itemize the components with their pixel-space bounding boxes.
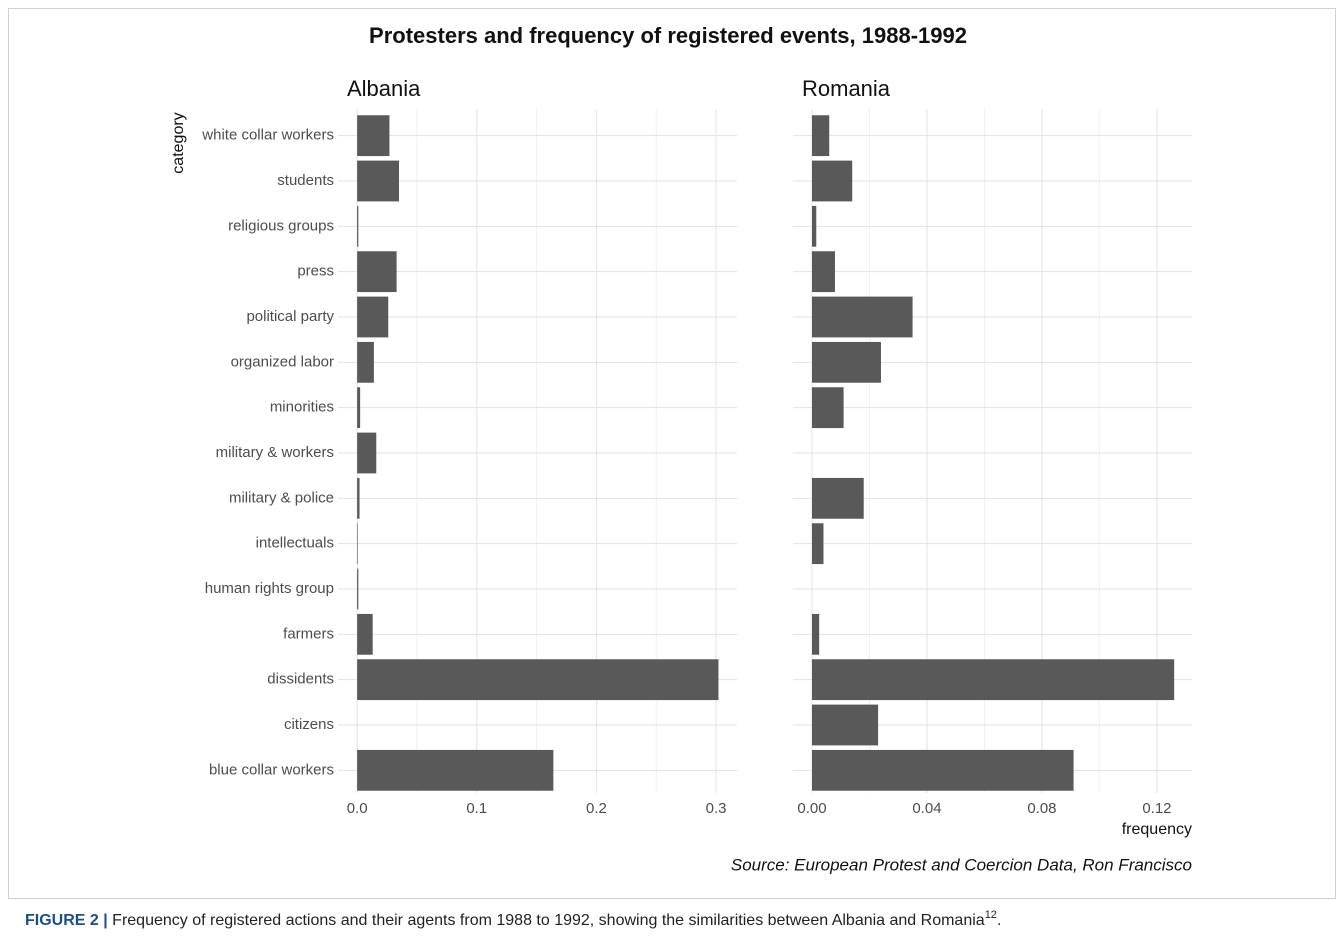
y-tick-label: religious groups <box>228 217 334 234</box>
bar <box>357 251 397 293</box>
y-tick-label: military & police <box>229 489 334 506</box>
y-tick-label: dissidents <box>267 671 334 688</box>
y-tick-label: white collar workers <box>201 127 334 144</box>
bar <box>357 568 359 610</box>
y-tick-label: citizens <box>284 716 334 733</box>
x-tick-label: 0.2 <box>586 800 607 817</box>
y-tick-label: farmers <box>283 625 334 642</box>
bar <box>811 205 817 247</box>
caption-end: . <box>997 912 1001 929</box>
bar <box>357 432 377 474</box>
bar <box>357 659 719 701</box>
bar <box>811 477 864 519</box>
bar <box>811 115 830 157</box>
bar <box>811 296 913 338</box>
y-tick-label: students <box>277 172 334 189</box>
y-tick-label: press <box>297 263 334 280</box>
caption-label: FIGURE 2 | <box>25 912 108 929</box>
bar <box>811 749 1074 791</box>
frame <box>8 8 1336 899</box>
bar <box>811 659 1175 701</box>
bar <box>357 613 373 655</box>
x-tick-label: 0.00 <box>797 800 826 817</box>
bar <box>357 749 554 791</box>
bar <box>357 115 390 157</box>
y-tick-label: blue collar workers <box>209 761 334 778</box>
bar <box>357 160 400 202</box>
bar <box>811 341 881 383</box>
bar <box>811 251 835 293</box>
bar <box>357 341 374 383</box>
bar <box>811 387 844 429</box>
y-tick-label: military & workers <box>216 444 334 461</box>
chart-title: Protesters and frequency of registered e… <box>369 23 967 48</box>
x-tick-label: 0.1 <box>466 800 487 817</box>
panel-title: Albania <box>347 76 421 101</box>
caption: FIGURE 2 | Frequency of registered actio… <box>25 909 1001 929</box>
y-tick-label: organized labor <box>231 353 334 370</box>
caption-ref: 12 <box>985 909 997 921</box>
x-tick-label: 0.08 <box>1027 800 1056 817</box>
x-axis-label: frequency <box>1122 821 1192 838</box>
bar <box>357 387 361 429</box>
y-tick-label: minorities <box>270 399 334 416</box>
y-tick-label: human rights group <box>205 580 334 597</box>
bar <box>811 704 879 746</box>
x-tick-label: 0.04 <box>912 800 941 817</box>
bar <box>357 205 359 247</box>
x-tick-label: 0.3 <box>706 800 727 817</box>
panel-title: Romania <box>802 76 891 101</box>
bar <box>357 523 358 565</box>
bar <box>811 613 820 655</box>
x-tick-label: 0.0 <box>347 800 368 817</box>
bar <box>357 477 360 519</box>
caption-text: Frequency of registered actions and thei… <box>108 912 985 929</box>
bar <box>811 160 853 202</box>
bar <box>357 296 389 338</box>
y-axis-label: category <box>170 112 187 173</box>
y-tick-label: political party <box>246 308 334 325</box>
bar <box>811 523 824 565</box>
y-tick-label: intellectuals <box>256 535 334 552</box>
source: Source: European Protest and Coercion Da… <box>731 855 1192 874</box>
x-tick-label: 0.12 <box>1142 800 1171 817</box>
